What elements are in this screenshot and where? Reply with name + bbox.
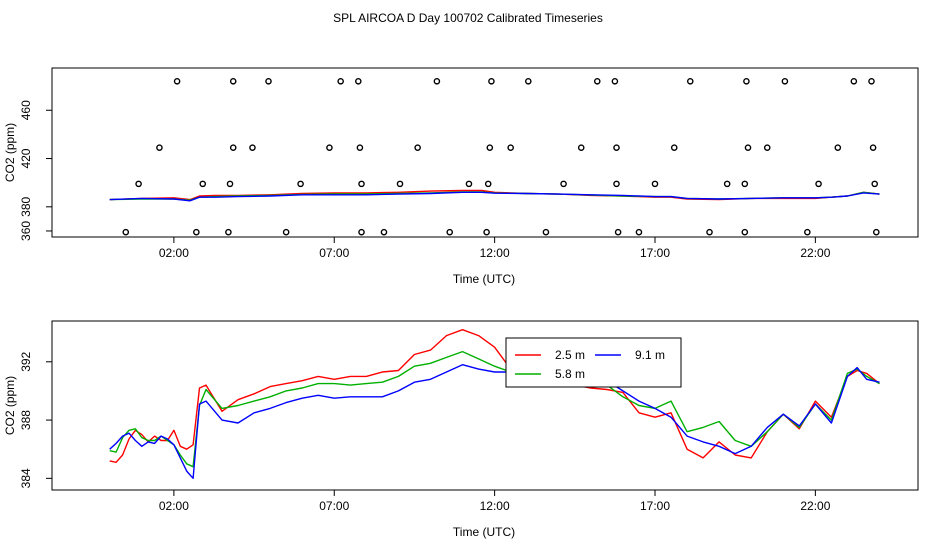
data-point <box>507 144 514 151</box>
legend: 2.5 m 9.1 m 5.8 m <box>505 337 682 388</box>
data-point <box>723 180 731 188</box>
data-point <box>741 228 749 236</box>
data-point <box>396 180 404 188</box>
data-point <box>781 77 789 85</box>
data-point <box>297 180 304 188</box>
data-point <box>525 77 532 85</box>
x-tick-label: 02:00 <box>159 246 189 260</box>
y-tick-label: 380 <box>19 196 33 216</box>
data-point <box>651 180 659 188</box>
series-line-9-1-m <box>109 364 880 479</box>
data-point <box>804 228 811 236</box>
data-point <box>135 180 142 188</box>
x-tick-label: 12:00 <box>480 499 510 513</box>
data-point <box>815 180 822 188</box>
data-point <box>873 228 880 236</box>
data-point <box>156 144 163 151</box>
data-point <box>483 228 490 236</box>
x-tick-label: 17:00 <box>640 499 670 513</box>
legend-box <box>505 337 682 388</box>
data-point <box>122 228 130 236</box>
data-point <box>226 180 234 188</box>
data-point <box>358 228 365 236</box>
data-point <box>670 144 678 151</box>
y-axis-label: CO2 (ppm) <box>3 376 17 435</box>
data-point <box>356 144 364 151</box>
legend-entry-label: 2.5 m <box>555 348 585 362</box>
plot-frame <box>51 67 919 238</box>
data-point <box>706 228 713 236</box>
x-tick-label: 22:00 <box>800 246 830 260</box>
data-point <box>249 144 256 151</box>
data-point <box>337 77 344 85</box>
data-point <box>265 77 272 85</box>
data-point <box>486 144 494 151</box>
data-point <box>542 228 550 236</box>
data-point <box>611 77 619 85</box>
x-tick-label: 17:00 <box>640 246 670 260</box>
y-tick-label: 388 <box>19 410 33 430</box>
data-point <box>613 180 620 188</box>
data-point <box>326 144 333 151</box>
x-tick-label: 02:00 <box>159 499 189 513</box>
data-point <box>465 180 473 188</box>
data-point <box>446 228 454 236</box>
data-point <box>484 180 492 188</box>
top-chart: 02:00 07:00 12:00 17:00 22:00 360 380 420 460 Tim… <box>3 67 919 286</box>
y-tick-label: 384 <box>19 468 33 488</box>
y-axis-label: CO2 (ppm) <box>3 123 17 182</box>
data-point <box>686 77 694 85</box>
x-axis-label: Time (UTC) <box>453 272 515 286</box>
data-point <box>850 77 858 85</box>
data-point <box>229 144 237 151</box>
x-tick-label: 12:00 <box>480 246 510 260</box>
data-point <box>560 180 567 188</box>
data-point <box>834 144 842 151</box>
data-point <box>282 228 290 236</box>
data-point <box>225 228 232 236</box>
data-point <box>355 77 362 85</box>
data-point <box>868 77 875 85</box>
data-point <box>577 144 585 151</box>
data-point <box>763 144 771 151</box>
data-point <box>488 77 495 85</box>
data-point <box>593 77 601 85</box>
legend-entry-label: 9.1 m <box>635 348 665 362</box>
y-tick-label: 420 <box>19 148 33 168</box>
y-tick-label: 460 <box>19 100 33 120</box>
legend-entry-label: 5.8 m <box>555 367 585 381</box>
data-point <box>199 180 207 188</box>
x-tick-label: 07:00 <box>319 246 349 260</box>
series-line-2 <box>109 191 880 202</box>
x-axis-label: Time (UTC) <box>453 525 515 539</box>
data-point <box>871 180 879 188</box>
data-point <box>433 77 441 85</box>
plot-frame <box>51 320 919 491</box>
data-point <box>414 144 421 151</box>
data-point <box>869 144 877 151</box>
data-point <box>358 180 365 188</box>
data-point <box>193 228 200 236</box>
data-point <box>614 228 622 236</box>
x-tick-label: 07:00 <box>319 499 349 513</box>
y-tick-label: 392 <box>19 351 33 371</box>
data-point <box>173 77 181 85</box>
data-point <box>744 144 752 151</box>
data-point <box>635 228 643 236</box>
chart-title: SPL AIRCOA D Day 100702 Calibrated Times… <box>333 11 603 25</box>
y-tick-label: 360 <box>19 221 33 241</box>
bottom-chart: 02:00 07:00 12:00 17:00 22:00 384 388 392 Time (… <box>3 320 919 539</box>
data-point <box>613 144 620 151</box>
series-line-2-5-m <box>109 329 880 463</box>
data-point <box>229 77 237 85</box>
data-point <box>380 228 388 236</box>
data-point <box>743 77 750 85</box>
x-tick-label: 22:00 <box>800 499 830 513</box>
data-point <box>741 180 749 188</box>
